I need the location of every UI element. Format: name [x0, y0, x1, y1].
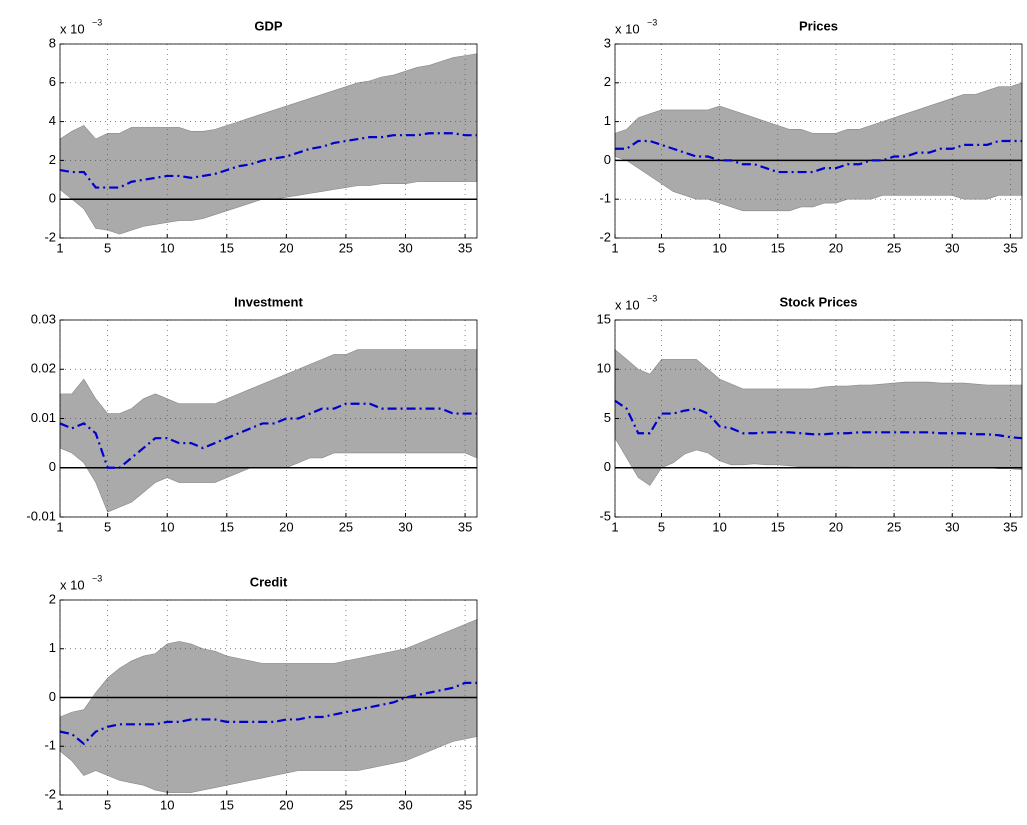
y-tick-label: 0.01 [31, 410, 56, 425]
subplot-title: Credit [250, 574, 288, 589]
y-tick-label: -2 [44, 786, 56, 801]
scale-exponent: −3 [92, 573, 102, 583]
median-line [59, 402, 477, 469]
axes-box [59, 599, 478, 796]
x-tick-label: 15 [220, 240, 234, 255]
axes-box [59, 319, 478, 518]
x-tick-label: 25 [339, 519, 353, 534]
scale-exponent: −3 [647, 293, 657, 303]
x-tick-label: 25 [887, 519, 901, 534]
x-tick-label: 15 [771, 519, 785, 534]
x-tick-label: 25 [887, 240, 901, 255]
x-tick-label: 20 [279, 240, 293, 255]
x-tick-label: 15 [220, 797, 234, 812]
x-tick-label: 30 [398, 240, 412, 255]
x-tick-label: 1 [56, 797, 63, 812]
confidence-band [614, 82, 1023, 212]
subplot-title: Stock Prices [779, 294, 857, 309]
y-tick-label: 0 [49, 191, 56, 206]
x-tick-label: 10 [712, 240, 726, 255]
y-tick-label: 5 [604, 410, 611, 425]
x-tick-label: 35 [1003, 519, 1017, 534]
confidence-band [59, 349, 478, 513]
y-tick-label: -5 [599, 508, 611, 523]
y-tick-label: -2 [599, 229, 611, 244]
x-tick-label: 10 [712, 519, 726, 534]
x-tick-label: 15 [771, 240, 785, 255]
y-tick-label: 0 [604, 152, 611, 167]
x-tick-label: 20 [279, 797, 293, 812]
y-tick-label: 3 [604, 35, 611, 50]
subplot-title: GDP [254, 18, 283, 33]
median-line [614, 399, 1023, 440]
y-tick-label: 2 [49, 591, 56, 606]
x-tick-label: 5 [104, 519, 111, 534]
x-tick-label: 30 [398, 797, 412, 812]
x-tick-label: 15 [220, 519, 234, 534]
scale-exponent: −3 [647, 17, 657, 27]
scale-label: x 10 [60, 577, 85, 592]
y-tick-label: 8 [49, 35, 56, 50]
confidence-band [59, 619, 478, 793]
x-tick-label: 5 [658, 519, 665, 534]
axes-box [614, 43, 1023, 239]
x-tick-label: 25 [339, 240, 353, 255]
x-tick-label: 30 [945, 240, 959, 255]
x-tick-label: 20 [829, 240, 843, 255]
x-tick-label: 1 [611, 519, 618, 534]
y-tick-label: 1 [604, 113, 611, 128]
x-tick-label: 10 [160, 797, 174, 812]
x-tick-label: 35 [458, 519, 472, 534]
median-line [59, 681, 477, 746]
x-tick-label: 35 [1003, 240, 1017, 255]
confidence-band [59, 53, 478, 235]
x-tick-label: 1 [56, 519, 63, 534]
x-tick-label: 5 [104, 797, 111, 812]
y-tick-label: 2 [49, 152, 56, 167]
subplot-title: Investment [234, 294, 303, 309]
median-line [59, 132, 477, 189]
y-tick-label: 0 [604, 459, 611, 474]
x-tick-label: 1 [56, 240, 63, 255]
axes-box [59, 43, 478, 239]
x-tick-label: 25 [339, 797, 353, 812]
y-tick-label: 0 [49, 689, 56, 704]
y-tick-label: 10 [597, 361, 611, 376]
x-tick-label: 20 [279, 519, 293, 534]
y-tick-label: 0.03 [31, 311, 56, 326]
x-tick-label: 10 [160, 240, 174, 255]
x-tick-label: 30 [945, 519, 959, 534]
scale-label: x 10 [615, 297, 640, 312]
y-tick-label: -0.01 [26, 508, 56, 523]
y-tick-label: 6 [49, 74, 56, 89]
x-tick-label: 5 [658, 240, 665, 255]
x-tick-label: 35 [458, 240, 472, 255]
y-tick-label: 0 [49, 459, 56, 474]
y-tick-label: 1 [49, 640, 56, 655]
x-tick-label: 5 [104, 240, 111, 255]
subplot-title: Prices [799, 18, 838, 33]
axes-box [614, 319, 1023, 518]
y-tick-label: 15 [597, 311, 611, 326]
scale-exponent: −3 [92, 17, 102, 27]
y-tick-label: 2 [604, 74, 611, 89]
y-tick-label: 4 [49, 113, 56, 128]
y-tick-label: 0.02 [31, 361, 56, 376]
scale-label: x 10 [60, 21, 85, 36]
x-tick-label: 30 [398, 519, 412, 534]
confidence-band [614, 348, 1023, 486]
y-tick-label: -2 [44, 229, 56, 244]
y-tick-label: -1 [44, 738, 56, 753]
y-tick-label: -1 [599, 191, 611, 206]
x-tick-label: 10 [160, 519, 174, 534]
x-tick-label: 35 [458, 797, 472, 812]
x-tick-label: 20 [829, 519, 843, 534]
scale-label: x 10 [615, 21, 640, 36]
median-line [615, 139, 1022, 174]
x-tick-label: 1 [611, 240, 618, 255]
